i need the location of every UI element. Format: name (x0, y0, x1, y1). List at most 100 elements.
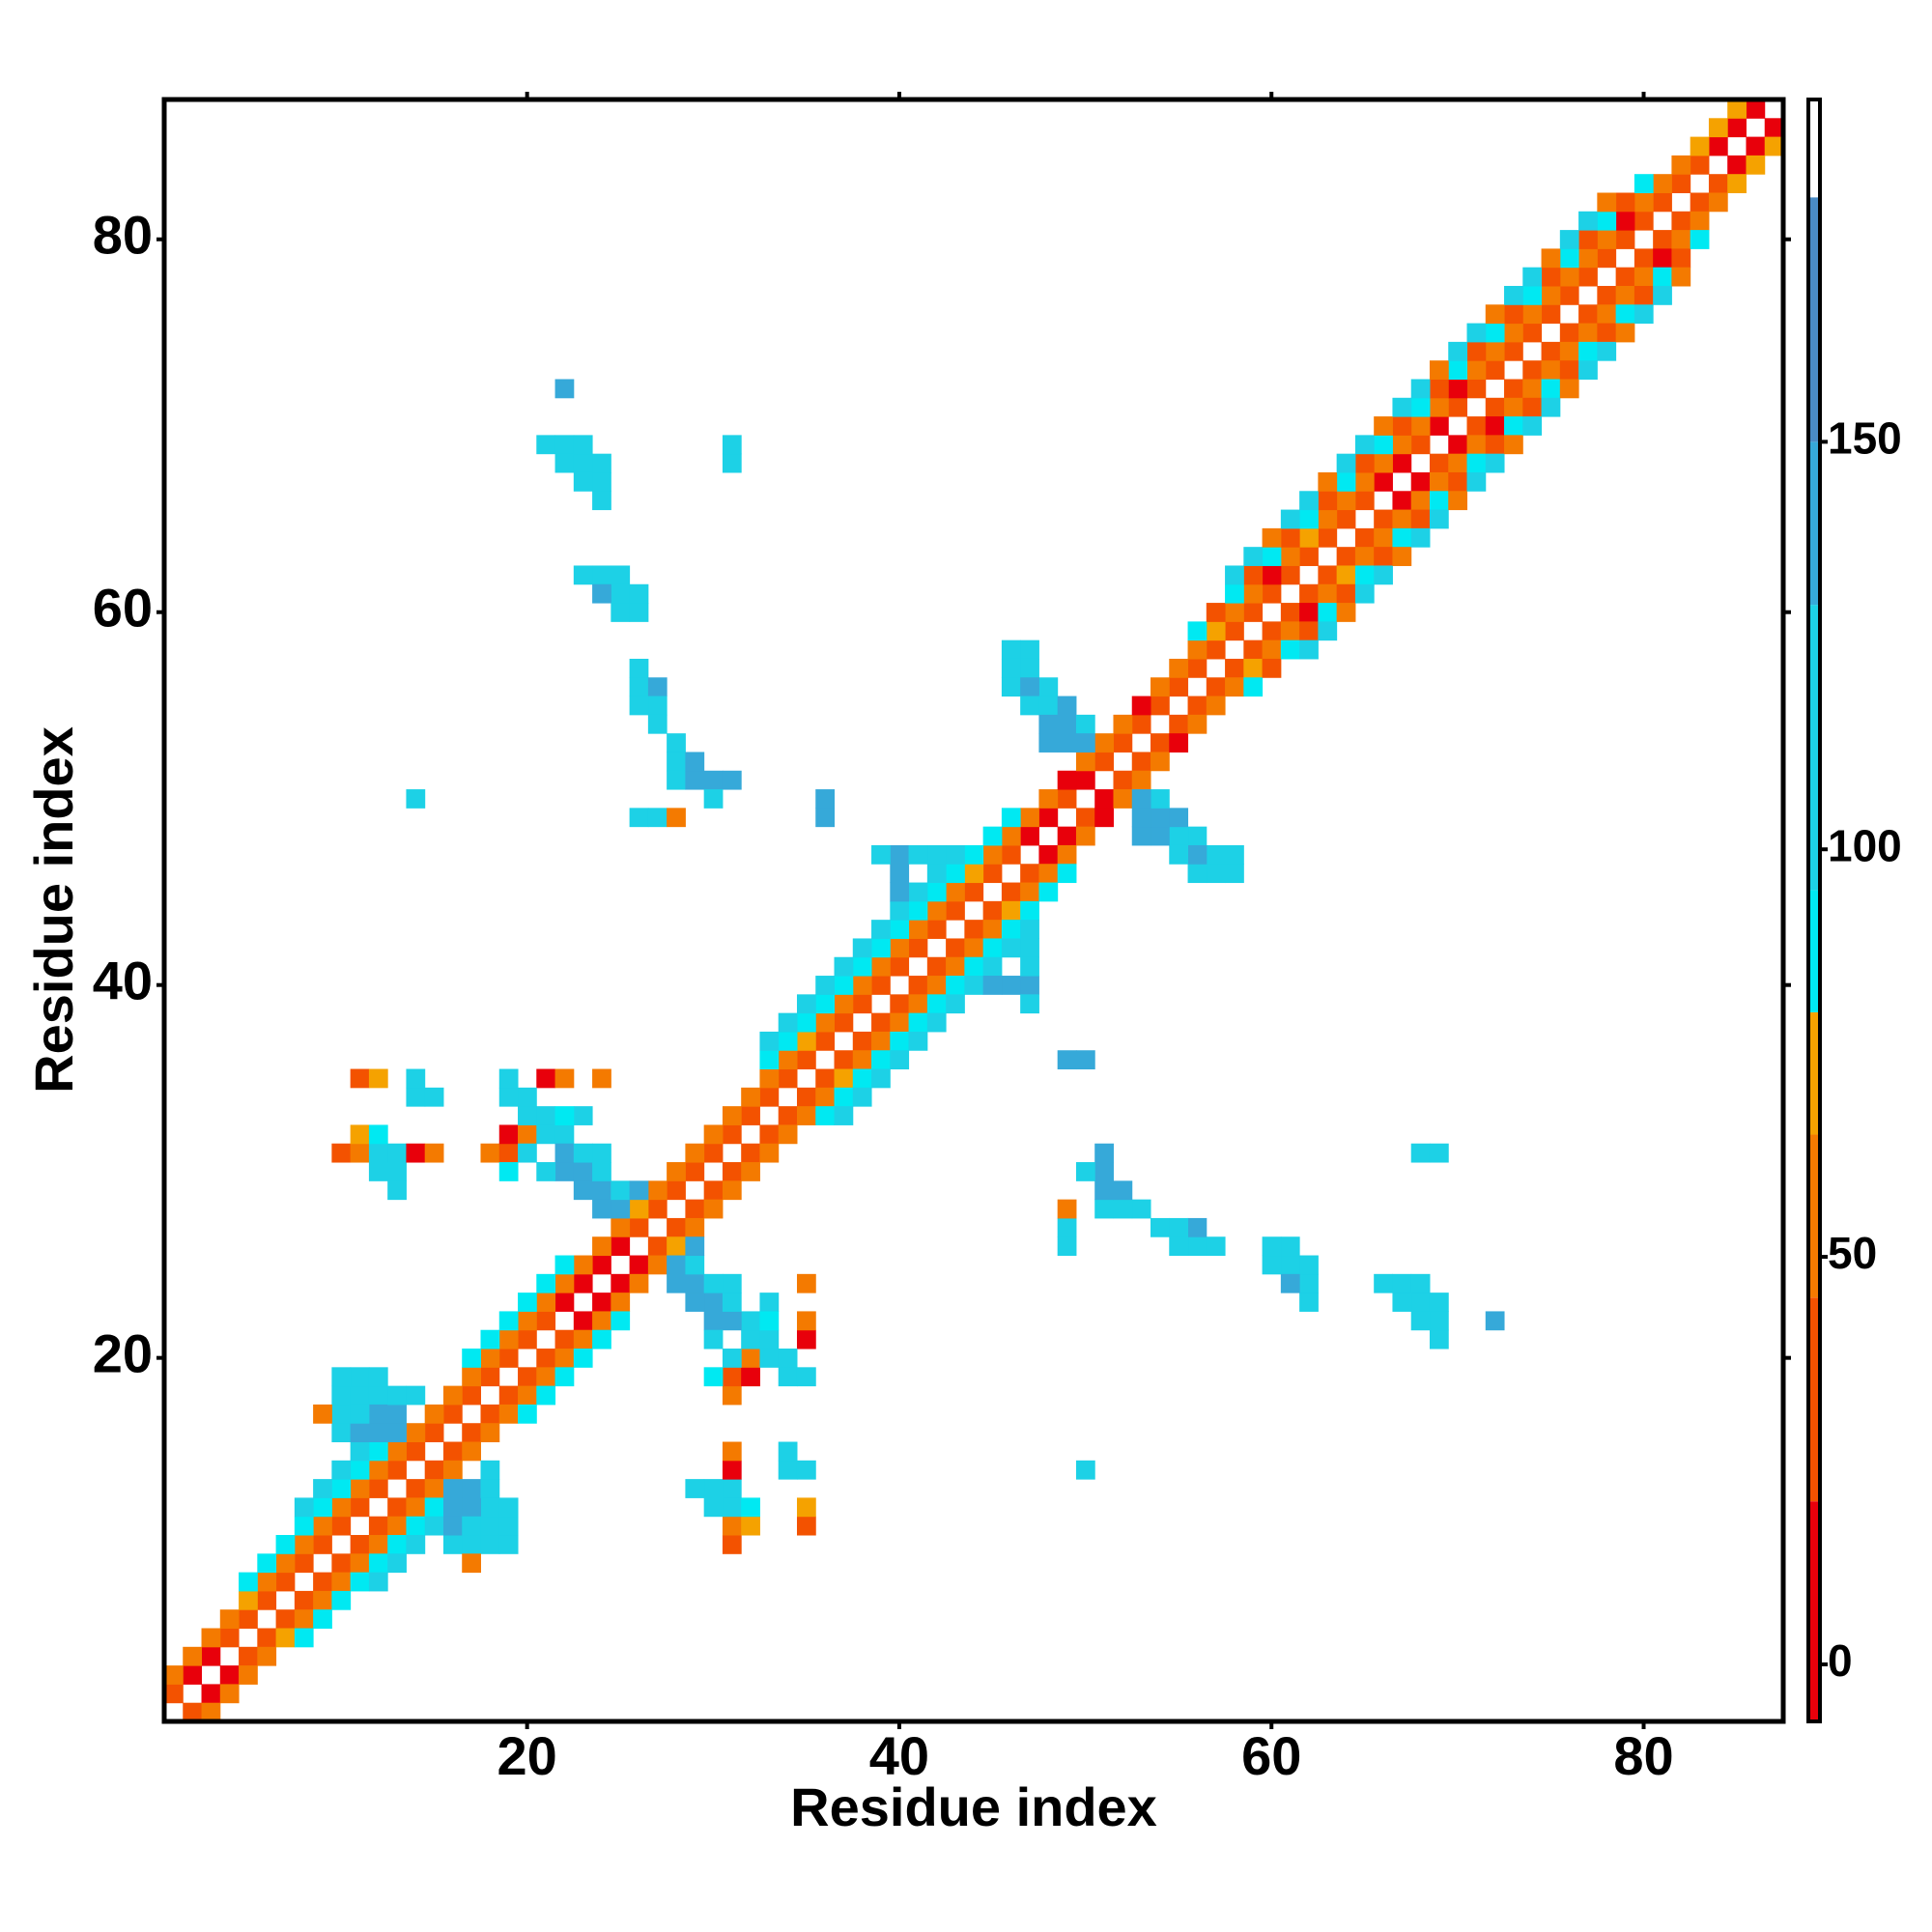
heatmap-cell (1262, 527, 1282, 548)
heatmap-cell (1448, 435, 1468, 455)
heatmap-cell (1764, 118, 1784, 138)
heatmap-cell (1057, 826, 1077, 846)
heatmap-cell (946, 976, 965, 995)
heatmap-cell (1299, 1293, 1319, 1312)
plot-frame (161, 97, 1786, 1724)
heatmap-cell (1466, 453, 1487, 473)
heatmap-cell (1392, 453, 1412, 473)
heatmap-cell (1354, 547, 1375, 566)
heatmap-cell (1522, 379, 1543, 399)
heatmap-cell (778, 1460, 798, 1480)
heatmap-cell (1653, 285, 1672, 305)
heatmap-cell (183, 1646, 203, 1666)
heatmap-cell (554, 1068, 575, 1089)
heatmap-cell (908, 900, 928, 921)
heatmap-cell (1038, 844, 1059, 865)
colorbar-tick-label: 150 (1828, 413, 1902, 464)
heatmap-cell (573, 1162, 593, 1181)
heatmap-cell (331, 1572, 352, 1592)
heatmap-cell (1448, 360, 1468, 380)
heatmap-cell (1038, 733, 1059, 753)
heatmap-cell (685, 1255, 705, 1275)
heatmap-cell (703, 1311, 724, 1331)
heatmap-cell (778, 1012, 798, 1033)
colorbar-band (1808, 99, 1820, 198)
heatmap-cell (183, 1665, 203, 1685)
y-tick-label: 20 (93, 1322, 153, 1383)
heatmap-cell (1634, 304, 1654, 325)
heatmap-cell (406, 1535, 426, 1554)
heatmap-cell (518, 1367, 537, 1387)
heatmap-cell (611, 565, 631, 585)
heatmap-cell (331, 1423, 352, 1443)
heatmap-cell (1410, 491, 1431, 511)
heatmap-cell (703, 770, 724, 790)
heatmap-cell (1354, 471, 1375, 492)
heatmap-cell (1559, 267, 1579, 287)
heatmap-cell (1243, 565, 1264, 585)
heatmap-cell (667, 1255, 686, 1275)
heatmap-cell (480, 1367, 500, 1387)
heatmap-cell (1299, 491, 1319, 511)
heatmap-cell (1597, 304, 1617, 325)
heatmap-cell (1131, 1199, 1151, 1219)
heatmap-cell (1057, 1199, 1077, 1219)
heatmap-cell (871, 1050, 891, 1070)
y-axis-title: Residue index (23, 726, 84, 1094)
heatmap-cell (462, 1535, 481, 1554)
heatmap-cell (313, 1497, 332, 1518)
heatmap-cell (368, 1423, 388, 1443)
heatmap-cell (424, 1516, 444, 1536)
heatmap-cell (592, 565, 611, 585)
heatmap-cell (1354, 583, 1375, 604)
heatmap-cell (796, 1273, 816, 1293)
heatmap-cell (1392, 491, 1412, 511)
x-tick-label: 20 (497, 1725, 557, 1786)
heatmap-cell (647, 677, 668, 697)
heatmap-cell (462, 1349, 481, 1368)
heatmap-cell (350, 1068, 370, 1089)
heatmap-cell (1280, 639, 1300, 660)
heatmap-cell (1410, 527, 1431, 548)
heatmap-cell (685, 1293, 705, 1312)
heatmap-cell (629, 677, 649, 697)
heatmap-cell (852, 1050, 872, 1070)
heatmap-cell (1541, 285, 1561, 305)
heatmap-cell (1020, 677, 1039, 697)
heatmap-cell (1318, 583, 1338, 604)
heatmap-cell (1559, 230, 1579, 249)
heatmap-cell (1318, 527, 1338, 548)
heatmap-cell (1466, 435, 1487, 455)
heatmap-cell (592, 1236, 611, 1257)
heatmap-cell (406, 1087, 426, 1107)
heatmap-cell (815, 976, 836, 995)
heatmap-cell (1522, 360, 1543, 380)
heatmap-cell (442, 1385, 463, 1406)
heatmap-cell (647, 1236, 668, 1257)
colorbar-band (1808, 197, 1820, 442)
heatmap-cell (462, 1553, 481, 1574)
heatmap-cell (667, 1180, 686, 1201)
heatmap-cell (1429, 509, 1449, 529)
heatmap-cell (871, 920, 891, 939)
heatmap-cell (1225, 583, 1244, 604)
heatmap-cell (1075, 733, 1095, 753)
heatmap-cell (368, 1143, 388, 1163)
heatmap-cell (442, 1460, 463, 1480)
heatmap-cell (759, 1329, 780, 1350)
heatmap-cell (796, 1087, 816, 1107)
heatmap-cell (629, 1180, 649, 1201)
heatmap-cell (908, 1031, 928, 1051)
heatmap-cell (722, 1124, 742, 1145)
heatmap-cell (1690, 155, 1710, 175)
heatmap-cell (1075, 808, 1095, 828)
heatmap-cell (518, 1385, 537, 1406)
heatmap-cell (964, 920, 984, 939)
heatmap-cell (1541, 248, 1561, 269)
heatmap-cell (1001, 658, 1021, 678)
heatmap-cell (294, 1535, 314, 1554)
heatmap-cell (536, 1162, 556, 1181)
heatmap-cell (834, 1050, 854, 1070)
heatmap-cell (480, 1497, 500, 1518)
heatmap-cell (1094, 808, 1114, 828)
